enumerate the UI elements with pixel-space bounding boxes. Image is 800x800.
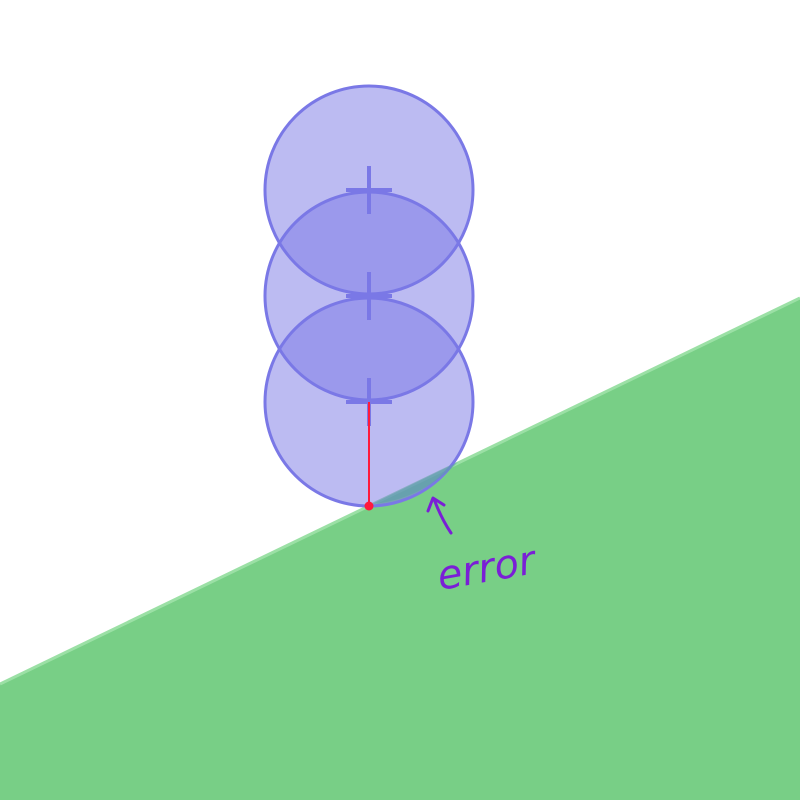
center-marker-top: [346, 166, 392, 214]
annotation-arrow: [426, 496, 453, 535]
ground-slope: [0, 298, 800, 800]
penetration-overlap: [372, 462, 458, 504]
center-marker-middle: [346, 272, 392, 320]
contact-point: [364, 501, 374, 511]
